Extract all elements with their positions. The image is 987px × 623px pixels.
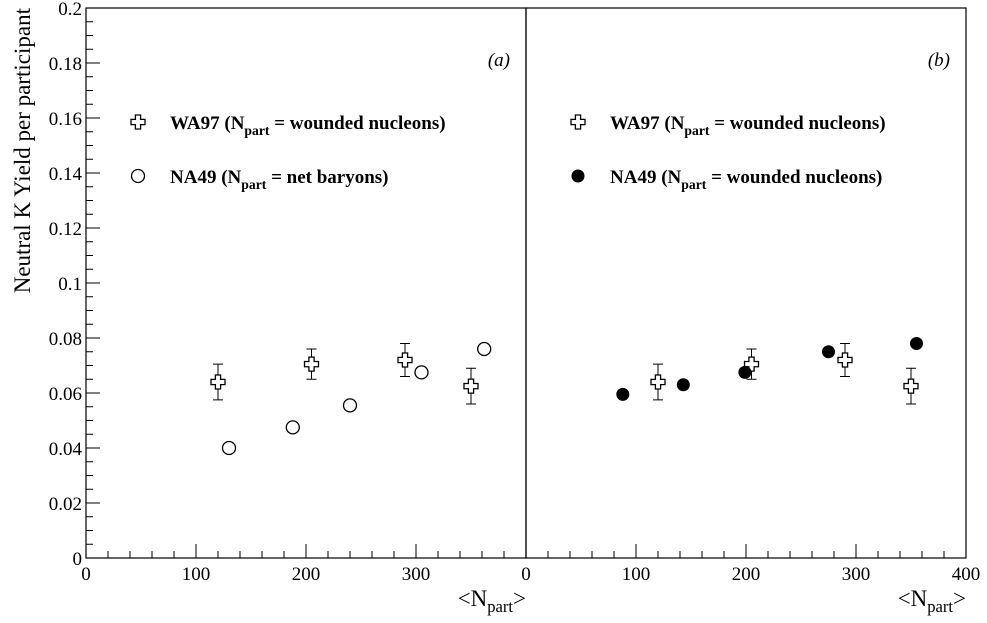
legend-marker xyxy=(130,168,146,184)
data-point xyxy=(650,374,666,390)
x-tick-label: 200 xyxy=(732,564,761,585)
y-tick-label: 0.04 xyxy=(49,439,83,460)
y-tick-label: 0.06 xyxy=(49,384,82,405)
data-point xyxy=(221,440,237,456)
x-tick-label: 400 xyxy=(952,564,981,585)
data-point xyxy=(342,398,358,413)
x-tick-label: 100 xyxy=(622,564,651,585)
y-tick-label: 0.08 xyxy=(49,329,82,350)
x-tick-label: 300 xyxy=(402,564,431,585)
x-tick-label: 100 xyxy=(182,564,211,585)
y-axis-title: Neutral K Yield per participant xyxy=(10,7,35,293)
y-tick-label: 0.1 xyxy=(58,274,82,295)
data-point xyxy=(676,378,690,392)
data-point xyxy=(903,378,919,394)
panel-label: (a) xyxy=(488,50,510,71)
x-axis-title: <Npart> xyxy=(898,586,966,616)
y-tick-label: 0.18 xyxy=(49,54,82,75)
panel-frame xyxy=(85,7,527,559)
x-tick-label: 0 xyxy=(81,564,91,585)
data-point xyxy=(463,378,479,394)
data-point xyxy=(822,345,835,359)
y-tick-label: 0.2 xyxy=(58,0,82,20)
data-point xyxy=(414,365,429,380)
data-point xyxy=(837,352,853,368)
x-tick-label: 0 xyxy=(521,564,531,585)
panel-frame xyxy=(525,7,967,559)
legend-label: WA97 (Npart = wounded nucleons) xyxy=(170,113,446,138)
data-point xyxy=(210,374,226,390)
data-point xyxy=(616,387,630,401)
data-point xyxy=(285,420,300,435)
data-point xyxy=(397,352,413,368)
legend-marker xyxy=(570,114,586,130)
panel-label: (b) xyxy=(928,50,950,71)
data-point xyxy=(477,341,492,357)
y-tick-label: 0 xyxy=(73,549,83,570)
y-tick-label: 0.14 xyxy=(49,164,83,185)
legend-marker xyxy=(130,114,146,130)
data-point xyxy=(743,356,760,372)
y-tick-label: 0.16 xyxy=(49,109,82,130)
data-point xyxy=(910,337,923,350)
x-axis-title: <Npart> xyxy=(458,586,526,616)
legend-label: WA97 (Npart = wounded nucleons) xyxy=(610,113,886,138)
x-tick-label: 300 xyxy=(842,564,871,585)
x-tick-label: 200 xyxy=(292,564,321,585)
y-tick-label: 0.12 xyxy=(49,219,82,240)
legend-label: NA49 (Npart = net baryons) xyxy=(170,167,389,192)
legend-marker xyxy=(571,169,585,183)
data-point xyxy=(738,365,752,379)
data-point xyxy=(303,356,320,372)
y-tick-label: 0.02 xyxy=(49,494,82,515)
legend-label: NA49 (Npart = wounded nucleons) xyxy=(610,167,882,192)
